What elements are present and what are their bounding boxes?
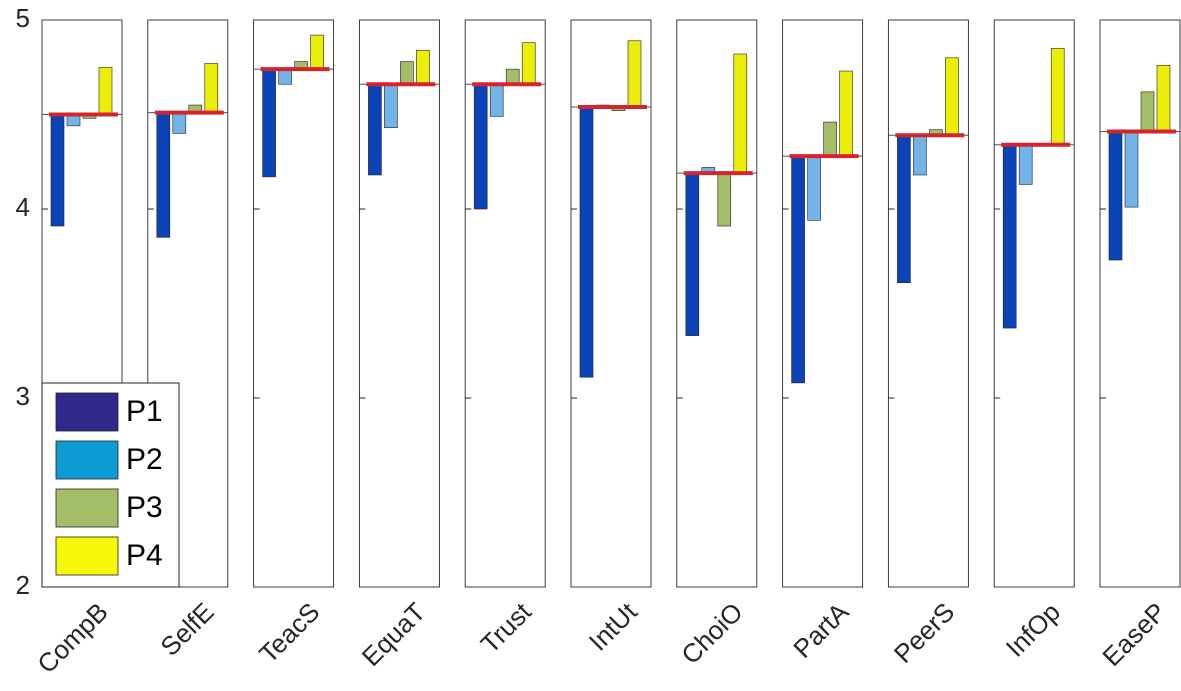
legend-label: P1: [126, 395, 163, 428]
legend-swatch: [55, 440, 119, 480]
panels: [41, 19, 1181, 588]
bar-p1-trust: [473, 83, 488, 210]
panel-infop: [993, 19, 1075, 588]
category-label: InfOp: [1000, 597, 1066, 663]
panel-parta: [782, 19, 864, 588]
legend-item-p1: P1: [55, 392, 163, 432]
x-axis: CompB SelfE TeacS EquaT Trust IntUt ChoiO PartA…: [31, 596, 1172, 679]
legend-swatch: [55, 488, 119, 528]
bar-p4-infop: [1050, 48, 1065, 146]
bar-p2-teacs: [278, 68, 292, 85]
bar-p2-selfe: [172, 112, 187, 134]
panel-easep: [1099, 19, 1181, 588]
panel-intut: [570, 19, 652, 588]
category-label: Trust: [475, 596, 538, 659]
bar-p1-parta: [791, 155, 805, 384]
category-label: ChoiO: [675, 597, 748, 670]
bar-p4-choio: [733, 53, 748, 174]
category-label: EaseP: [1096, 597, 1171, 672]
bar-p4-intut: [627, 40, 642, 108]
y-tick-label: 5: [16, 3, 30, 33]
legend-item-p4: P4: [55, 536, 163, 576]
category-label: EquaT: [356, 597, 431, 672]
bar-p2-easep: [1124, 131, 1139, 208]
bar-p3-choio: [717, 172, 732, 227]
bar-p4-equat: [416, 49, 430, 85]
bar-p3-equat: [400, 61, 414, 85]
category-label: PeerS: [888, 597, 960, 669]
category-label: CompB: [31, 597, 114, 680]
panel-trust: [464, 19, 546, 588]
bar-p4-teacs: [310, 34, 324, 70]
panel-equat: [358, 19, 440, 588]
legend-label: P3: [126, 491, 163, 524]
y-tick-label: 2: [16, 570, 30, 600]
bar-p2-trust: [489, 83, 504, 117]
legend-item-p2: P2: [55, 440, 163, 480]
legend-label: P4: [126, 539, 163, 572]
bar-p3-parta: [823, 121, 837, 157]
panel-choio: [676, 19, 758, 588]
bar-p2-equat: [384, 83, 398, 129]
category-label: PartA: [787, 596, 855, 664]
y-tick-label: 4: [16, 192, 30, 222]
bar-p1-peers: [897, 134, 911, 284]
bar-p2-peers: [913, 134, 927, 176]
panel-peers: [887, 19, 969, 588]
bar-p2-infop: [1018, 144, 1033, 185]
bar-p3-trust: [505, 68, 520, 85]
bar-p1-infop: [1002, 144, 1017, 329]
bar-p1-equat: [368, 83, 382, 176]
bar-p4-peers: [945, 57, 959, 136]
bar-p4-easep: [1156, 65, 1171, 132]
bar-p1-intut: [579, 106, 594, 378]
y-tick-label: 3: [16, 381, 30, 411]
legend-label: P2: [126, 443, 163, 476]
category-label: IntUt: [583, 596, 644, 657]
category-label: TeacS: [253, 597, 325, 669]
panel-selfe: [147, 19, 229, 588]
bar-p4-selfe: [204, 63, 219, 113]
legend-swatch: [55, 392, 119, 432]
bar-p4-compb: [98, 66, 113, 115]
legend: P1 P2 P3 P4: [41, 382, 180, 588]
legend-swatch: [55, 536, 119, 576]
bar-p2-parta: [807, 155, 821, 221]
legend-item-p3: P3: [55, 488, 163, 528]
bar-p1-selfe: [156, 112, 171, 238]
bar-p4-parta: [839, 70, 853, 157]
bar-p4-trust: [521, 42, 536, 85]
bar-p1-choio: [685, 172, 700, 336]
bar-p1-compb: [50, 114, 65, 227]
category-label: SelfE: [154, 597, 219, 662]
y-axis: 2 3 4 5: [16, 3, 30, 600]
bar-p1-teacs: [262, 68, 276, 178]
bar-p1-easep: [1108, 131, 1123, 261]
bar-p3-easep: [1140, 91, 1155, 132]
panel-teacs: [253, 19, 335, 588]
